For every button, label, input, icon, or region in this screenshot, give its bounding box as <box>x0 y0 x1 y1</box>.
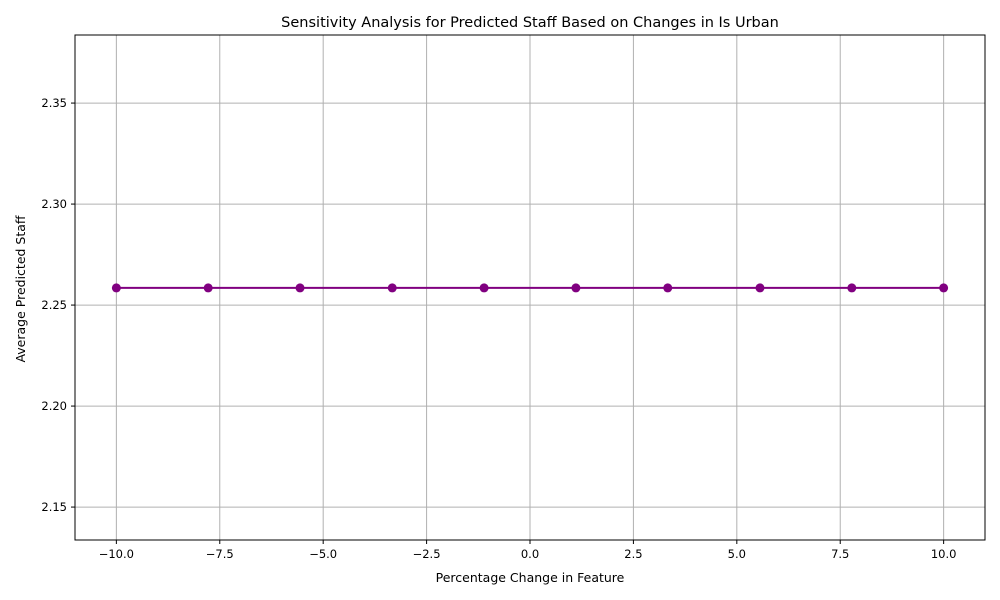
x-axis-label: Percentage Change in Feature <box>436 570 625 585</box>
data-point <box>387 283 397 293</box>
y-tick-label: 2.30 <box>41 197 67 211</box>
x-tick-label: 7.5 <box>831 547 849 561</box>
y-axis-label: Average Predicted Staff <box>13 215 28 362</box>
data-point <box>755 283 765 293</box>
data-point <box>571 283 581 293</box>
plot-frame <box>74 34 986 541</box>
x-tick-label: 0.0 <box>521 547 539 561</box>
x-tick-label: −10.0 <box>99 547 134 561</box>
y-tick-label: 2.15 <box>41 500 67 514</box>
chart-title: Sensitivity Analysis for Predicted Staff… <box>281 15 779 31</box>
x-tick-label: −5.0 <box>309 547 337 561</box>
data-point <box>663 283 673 293</box>
data-point <box>111 283 121 293</box>
data-point <box>939 283 949 293</box>
x-tick-label: 5.0 <box>728 547 746 561</box>
x-tick-label: −7.5 <box>206 547 234 561</box>
data-point <box>203 283 213 293</box>
x-tick-label: −2.5 <box>413 547 441 561</box>
ticks: −10.0 −7.5 −5.0 −2.5 0.0 2.5 5.0 7.5 10.0 2.15 2.2… <box>41 96 956 561</box>
series <box>111 283 949 293</box>
x-tick-label: 10.0 <box>931 547 957 561</box>
x-tick-label: 2.5 <box>624 547 642 561</box>
data-point <box>847 283 857 293</box>
y-tick-label: 2.25 <box>41 298 67 312</box>
y-tick-label: 2.20 <box>41 399 67 413</box>
data-point <box>295 283 305 293</box>
y-tick-label: 2.35 <box>41 96 67 110</box>
data-point <box>479 283 489 293</box>
